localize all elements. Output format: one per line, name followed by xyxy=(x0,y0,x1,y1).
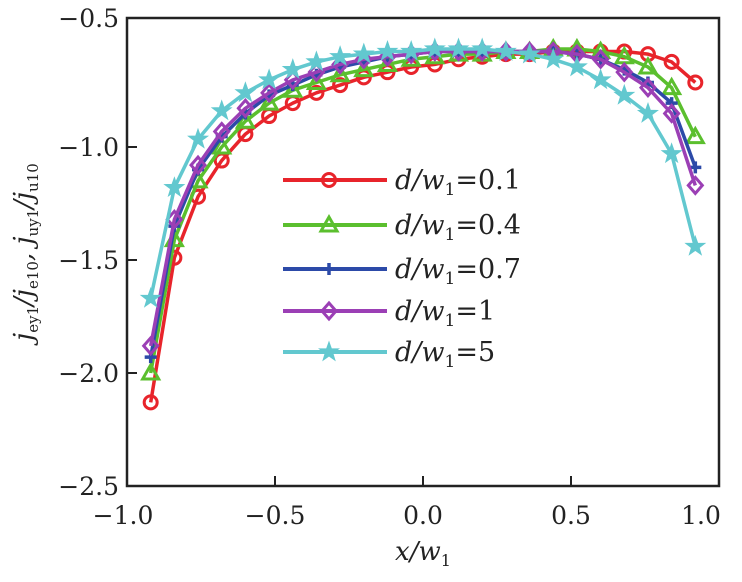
data-point-triangle-marker xyxy=(376,53,399,72)
legend-label: d/w1=5 xyxy=(395,337,495,372)
plot-frame xyxy=(125,16,721,488)
data-point-star-marker xyxy=(352,42,375,64)
data-point-plus-marker xyxy=(689,161,702,174)
legend-label: d/w1=1 xyxy=(395,296,495,331)
data-point-triangle-marker xyxy=(329,63,351,83)
data-point-star-marker xyxy=(447,37,470,59)
data-point-diamond-marker xyxy=(520,41,539,62)
x-tick-label: 0.0 xyxy=(403,501,443,530)
axis-ticks: −1.0 −0.5 0.0 0.5 1.0 −0.5 −1.0 −1.5 −2.0 −2.5 xyxy=(58,4,721,530)
data-point-star-marker xyxy=(684,234,707,256)
data-point-diamond-marker xyxy=(260,82,279,104)
data-point-diamond-marker xyxy=(591,49,610,70)
data-point-diamond-marker xyxy=(236,98,255,119)
data-point-circle-marker xyxy=(308,84,325,101)
data-point-star-marker xyxy=(636,101,659,123)
data-point-star-marker xyxy=(258,68,281,90)
data-point-triangle-marker xyxy=(234,110,256,129)
data-point-star-marker xyxy=(494,39,517,61)
data-point-diamond-marker xyxy=(189,154,208,176)
data-point-star-marker xyxy=(210,99,233,121)
data-point-star-marker xyxy=(660,142,683,164)
data-point-triangle-marker xyxy=(661,76,683,96)
data-point-triangle-marker xyxy=(282,79,304,98)
data-point-star-marker xyxy=(542,47,565,69)
data-point-diamond-marker xyxy=(141,335,160,357)
data-point-star-marker xyxy=(613,83,636,105)
data-point-triangle-marker xyxy=(637,55,659,75)
legend-item: d/w1=5 xyxy=(283,337,495,372)
series-5 xyxy=(139,37,707,308)
y-tick-label: −2.0 xyxy=(58,359,119,388)
x-axis-label: x/w1 xyxy=(395,537,451,570)
data-point-circle-marker xyxy=(687,74,704,91)
legend-triangle-marker xyxy=(318,213,340,233)
data-point-star-marker xyxy=(565,55,588,77)
data-point-diamond-marker xyxy=(638,77,657,98)
legend-circle-marker xyxy=(321,172,337,188)
data-point-diamond-marker xyxy=(212,121,231,142)
legend-label: d/w1=0.4 xyxy=(395,210,521,245)
legend-label: d/w1=0.1 xyxy=(395,165,521,200)
legend-plus-marker xyxy=(323,263,335,275)
legend-label: d/w1=0.7 xyxy=(395,254,521,289)
data-point-diamond-marker xyxy=(662,103,681,124)
data-point-star-marker xyxy=(589,68,612,90)
data-point-triangle-marker xyxy=(353,58,375,78)
y-tick-label: −1.5 xyxy=(58,246,119,275)
x-tick-label: −1.0 xyxy=(93,501,154,530)
data-point-triangle-marker xyxy=(305,71,328,90)
x-tick-label: 0.5 xyxy=(551,501,591,530)
data-point-triangle-marker xyxy=(258,92,280,111)
data-point-star-marker xyxy=(234,81,257,103)
x-tick-label: −0.5 xyxy=(245,501,306,530)
data-point-circle-marker xyxy=(663,53,680,70)
data-point-star-marker xyxy=(139,286,162,308)
data-point-star-marker xyxy=(305,50,328,72)
data-point-circle-marker xyxy=(142,394,159,411)
data-point-triangle-marker xyxy=(140,361,162,381)
y-tick-label: −1.0 xyxy=(58,133,119,162)
legend-item: d/w1=0.7 xyxy=(283,254,521,289)
y-tick-label: −2.5 xyxy=(58,472,119,501)
y-axis-label: jey1/je10, juy1/ju10 xyxy=(9,163,42,346)
data-point-star-marker xyxy=(518,42,541,64)
data-point-star-marker xyxy=(423,37,446,59)
data-point-triangle-marker xyxy=(684,125,706,145)
legend-star-marker xyxy=(318,340,340,362)
data-point-star-marker xyxy=(471,37,494,59)
legend-item: d/w1=0.4 xyxy=(283,210,521,245)
data-point-diamond-marker xyxy=(686,175,705,196)
plot-area xyxy=(139,37,707,411)
data-point-star-marker xyxy=(281,58,304,79)
legend: d/w1=0.1 d/w1=0.4 d/w1=0.7 d/w1=1 d/w1=5 xyxy=(283,165,521,372)
legend-item: d/w1=0.1 xyxy=(283,165,521,200)
data-point-star-marker xyxy=(187,127,210,149)
data-point-star-marker xyxy=(376,39,399,61)
data-point-star-marker xyxy=(163,176,186,198)
y-tick-label: −0.5 xyxy=(58,4,119,33)
data-point-circle-marker xyxy=(332,77,349,94)
legend-item: d/w1=1 xyxy=(283,296,495,331)
data-point-triangle-marker xyxy=(211,135,233,155)
x-tick-label: 1.0 xyxy=(681,501,721,530)
data-point-star-marker xyxy=(329,45,352,67)
data-point-diamond-marker xyxy=(615,61,634,83)
data-point-star-marker xyxy=(400,39,423,61)
legend-diamond-marker xyxy=(320,300,338,322)
